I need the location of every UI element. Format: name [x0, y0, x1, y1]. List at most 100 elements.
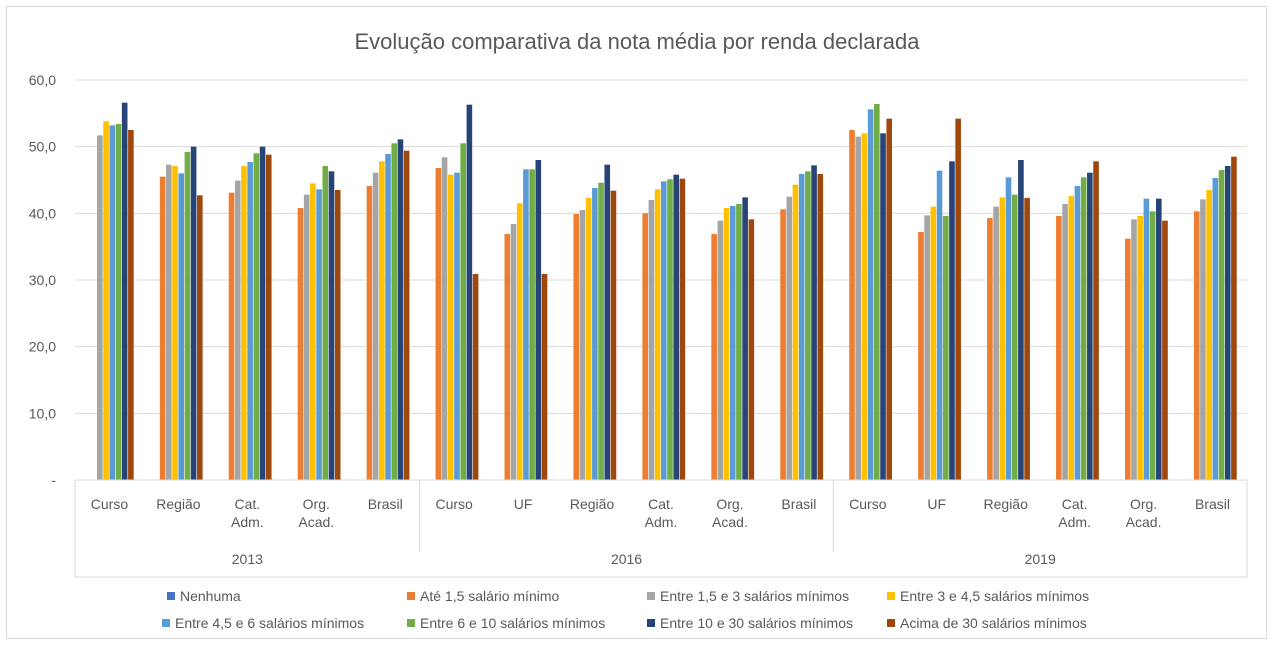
bar [924, 215, 930, 480]
bar [1193, 211, 1200, 480]
bar [999, 197, 1006, 480]
bar [736, 204, 742, 480]
bar [1056, 216, 1062, 480]
bar [1131, 219, 1137, 480]
bar [1062, 204, 1068, 480]
bar [1200, 199, 1206, 480]
bar [253, 153, 260, 480]
bar [880, 133, 886, 480]
bar [297, 208, 304, 480]
legend-label: Até 1,5 salário mínimo [420, 588, 559, 604]
bar [366, 186, 373, 480]
bar [121, 102, 128, 481]
bar [1137, 216, 1143, 480]
legend-label: Nenhuma [180, 588, 241, 604]
bar [1124, 238, 1131, 480]
bar [541, 274, 548, 480]
x-category-label: Curso [849, 496, 887, 512]
bar [241, 166, 247, 480]
bar [780, 209, 786, 480]
bar [247, 162, 253, 480]
x-group-label: 2016 [611, 551, 642, 567]
x-category-label: Região [984, 496, 1029, 512]
bar [648, 200, 655, 480]
bar [372, 172, 379, 481]
bar [1143, 198, 1150, 481]
bar [1080, 177, 1087, 480]
legend-swatch [647, 619, 655, 627]
bar [391, 143, 398, 480]
legend-label: Entre 10 e 30 salários mínimos [660, 615, 853, 631]
bar [535, 160, 542, 480]
x-category-label: UF [927, 496, 946, 512]
bar [1024, 198, 1030, 480]
x-category-label: Brasil [1195, 496, 1230, 512]
bar [441, 157, 448, 480]
bar [190, 146, 197, 481]
x-category-label: Curso [91, 496, 129, 512]
bar [460, 143, 466, 480]
y-tick-label: 10,0 [29, 405, 56, 421]
legend-label: Entre 1,5 e 3 salários mínimos [660, 588, 849, 604]
bar [1162, 220, 1168, 481]
bar [228, 192, 235, 481]
bar [454, 172, 460, 481]
bar [303, 194, 310, 481]
bar [942, 216, 949, 480]
bar [742, 197, 748, 480]
bar [265, 154, 272, 481]
bar [516, 203, 523, 480]
bar [379, 161, 385, 480]
bar [573, 214, 580, 480]
bar [310, 183, 316, 480]
x-category-label: Região [156, 496, 201, 512]
bar [166, 164, 172, 481]
bar [817, 174, 824, 480]
x-group-label: 2013 [232, 551, 263, 567]
legend-swatch [647, 592, 655, 600]
x-category-label: Região [570, 496, 615, 512]
x-category-label: Cat. Adm. [1058, 496, 1091, 530]
bar [97, 135, 103, 480]
bar [886, 118, 893, 481]
bar [987, 218, 993, 480]
x-category-label: Brasil [368, 496, 403, 512]
bar [115, 124, 122, 480]
bar [1018, 160, 1024, 480]
bar [729, 206, 736, 480]
bar [798, 174, 805, 480]
bar [385, 154, 391, 480]
bar [1231, 156, 1237, 481]
bar [874, 104, 880, 480]
bar [579, 210, 586, 480]
bar [1155, 198, 1162, 481]
bar [322, 166, 329, 480]
bar [723, 208, 730, 480]
bars [97, 102, 1237, 481]
legend-swatch [887, 619, 895, 627]
bar [1068, 196, 1075, 480]
bar [435, 168, 442, 480]
bar [504, 234, 511, 480]
bar [403, 150, 410, 481]
bar [523, 169, 529, 480]
bar [811, 165, 817, 480]
x-category-label: Cat. Adm. [645, 496, 678, 530]
legend-swatch [407, 592, 415, 600]
legend-label: Entre 6 e 10 salários mínimos [420, 615, 605, 631]
x-group-label: 2019 [1025, 551, 1056, 567]
bar [184, 152, 191, 480]
bar [259, 146, 266, 481]
bar [128, 130, 134, 480]
x-category-label: Curso [435, 496, 473, 512]
bar [661, 181, 667, 480]
chart-frame: Evolução comparativa da nota média por r… [6, 6, 1267, 639]
x-category-label: Org. Acad. [298, 496, 334, 530]
bar [466, 104, 473, 481]
bar [792, 184, 799, 481]
y-tick-label: 30,0 [29, 272, 56, 288]
y-tick-label: 20,0 [29, 339, 56, 355]
bar [849, 130, 855, 480]
bar-chart: Evolução comparativa da nota média por r… [29, 29, 1248, 631]
x-category-label: Org. Acad. [1126, 496, 1162, 530]
